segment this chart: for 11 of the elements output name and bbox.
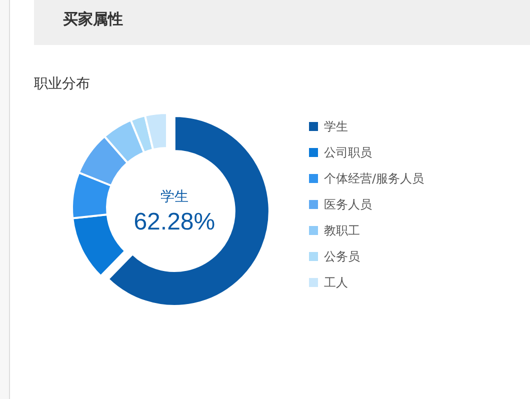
- data-label: 62.28%: [134, 208, 216, 236]
- legend-label: 学生: [324, 120, 348, 134]
- legend-label: 公务员: [324, 250, 360, 264]
- slice-label: 学生: [160, 188, 188, 204]
- chart-subtitle: 职业分布: [34, 75, 90, 93]
- legend-label: 教职工: [324, 224, 360, 238]
- legend-label: 医务人员: [324, 198, 372, 212]
- legend-label: 个体经营/服务人员: [324, 172, 424, 186]
- legend-label: 工人: [324, 276, 348, 290]
- chart-title: 买家属性: [63, 10, 123, 29]
- legend-label: 公司职员: [324, 146, 372, 160]
